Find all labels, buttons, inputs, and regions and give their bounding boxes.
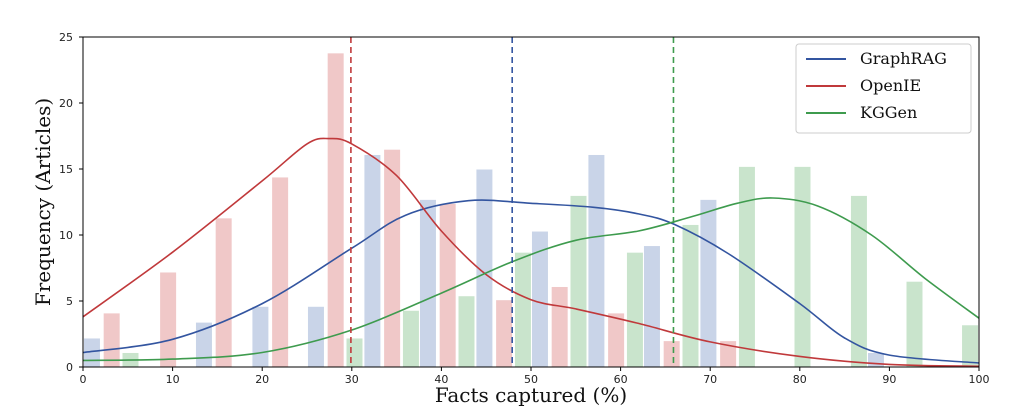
openie-bar	[214, 217, 233, 368]
openie-bar	[662, 340, 681, 368]
graphrag-bar	[251, 305, 270, 368]
legend: GraphRAG OpenIE KGGen	[795, 43, 972, 134]
y-tick-label: 20	[59, 97, 73, 110]
y-axis-label: Frequency (Articles)	[31, 98, 55, 306]
x-tick-label: 30	[345, 373, 359, 386]
openie-bar	[159, 271, 178, 368]
kde-layer	[82, 137, 980, 368]
y-tick-label: 5	[66, 295, 73, 308]
openie-bar	[383, 148, 402, 368]
graphrag-bar	[866, 351, 885, 368]
x-tick-label: 60	[614, 373, 628, 386]
x-tick-label: 20	[255, 373, 269, 386]
kggen-bar	[345, 337, 364, 368]
x-tick-label: 40	[434, 373, 448, 386]
kggen-legend-label: KGGen	[860, 103, 917, 122]
kggen-bar	[401, 309, 420, 368]
mean-lines-layer	[350, 37, 675, 367]
graphrag-bar	[306, 305, 325, 368]
graphrag-bar	[418, 198, 437, 368]
kggen-bar	[569, 194, 588, 368]
openie-bar	[271, 176, 290, 368]
x-tick-label: 90	[882, 373, 896, 386]
kggen-bar	[625, 251, 644, 368]
x-tick-label: 0	[80, 373, 87, 386]
kggen-kde-line	[82, 197, 980, 362]
kggen-bar	[513, 251, 532, 368]
graphrag-bar	[587, 153, 606, 368]
x-axis-ticks: 0 10 20 30 40 50 60 70 80 90 100	[80, 367, 990, 386]
x-tick-label: 70	[703, 373, 717, 386]
x-axis-label: Facts captured (%)	[435, 383, 627, 407]
y-tick-label: 15	[59, 163, 73, 176]
x-tick-label: 50	[524, 373, 538, 386]
openie-bar	[438, 202, 457, 368]
y-tick-label: 10	[59, 229, 73, 242]
graphrag-kde-line	[82, 199, 980, 364]
openie-bar	[495, 299, 514, 368]
kggen-bar	[849, 194, 868, 368]
graphrag-legend-label: GraphRAG	[860, 49, 947, 68]
kggen-bar	[961, 324, 980, 368]
legend-box	[795, 43, 972, 134]
openie-bar	[550, 285, 569, 368]
openie-kde-line	[82, 137, 980, 368]
y-tick-label: 0	[66, 361, 73, 374]
openie-bar	[607, 312, 626, 368]
openie-bar	[326, 52, 345, 368]
y-axis-ticks: 0 5 10 15 20 25	[59, 31, 83, 374]
kggen-bar	[905, 280, 924, 368]
openie-bar	[102, 312, 121, 368]
kggen-bar	[793, 165, 812, 368]
x-tick-label: 80	[793, 373, 807, 386]
y-tick-label: 25	[59, 31, 73, 44]
graphrag-bar	[363, 153, 382, 368]
kggen-bar	[681, 223, 700, 368]
openie-legend-label: OpenIE	[860, 76, 921, 95]
x-tick-label: 100	[969, 373, 990, 386]
kggen-bar	[457, 295, 476, 368]
graphrag-bar	[642, 245, 661, 368]
x-tick-label: 10	[166, 373, 180, 386]
